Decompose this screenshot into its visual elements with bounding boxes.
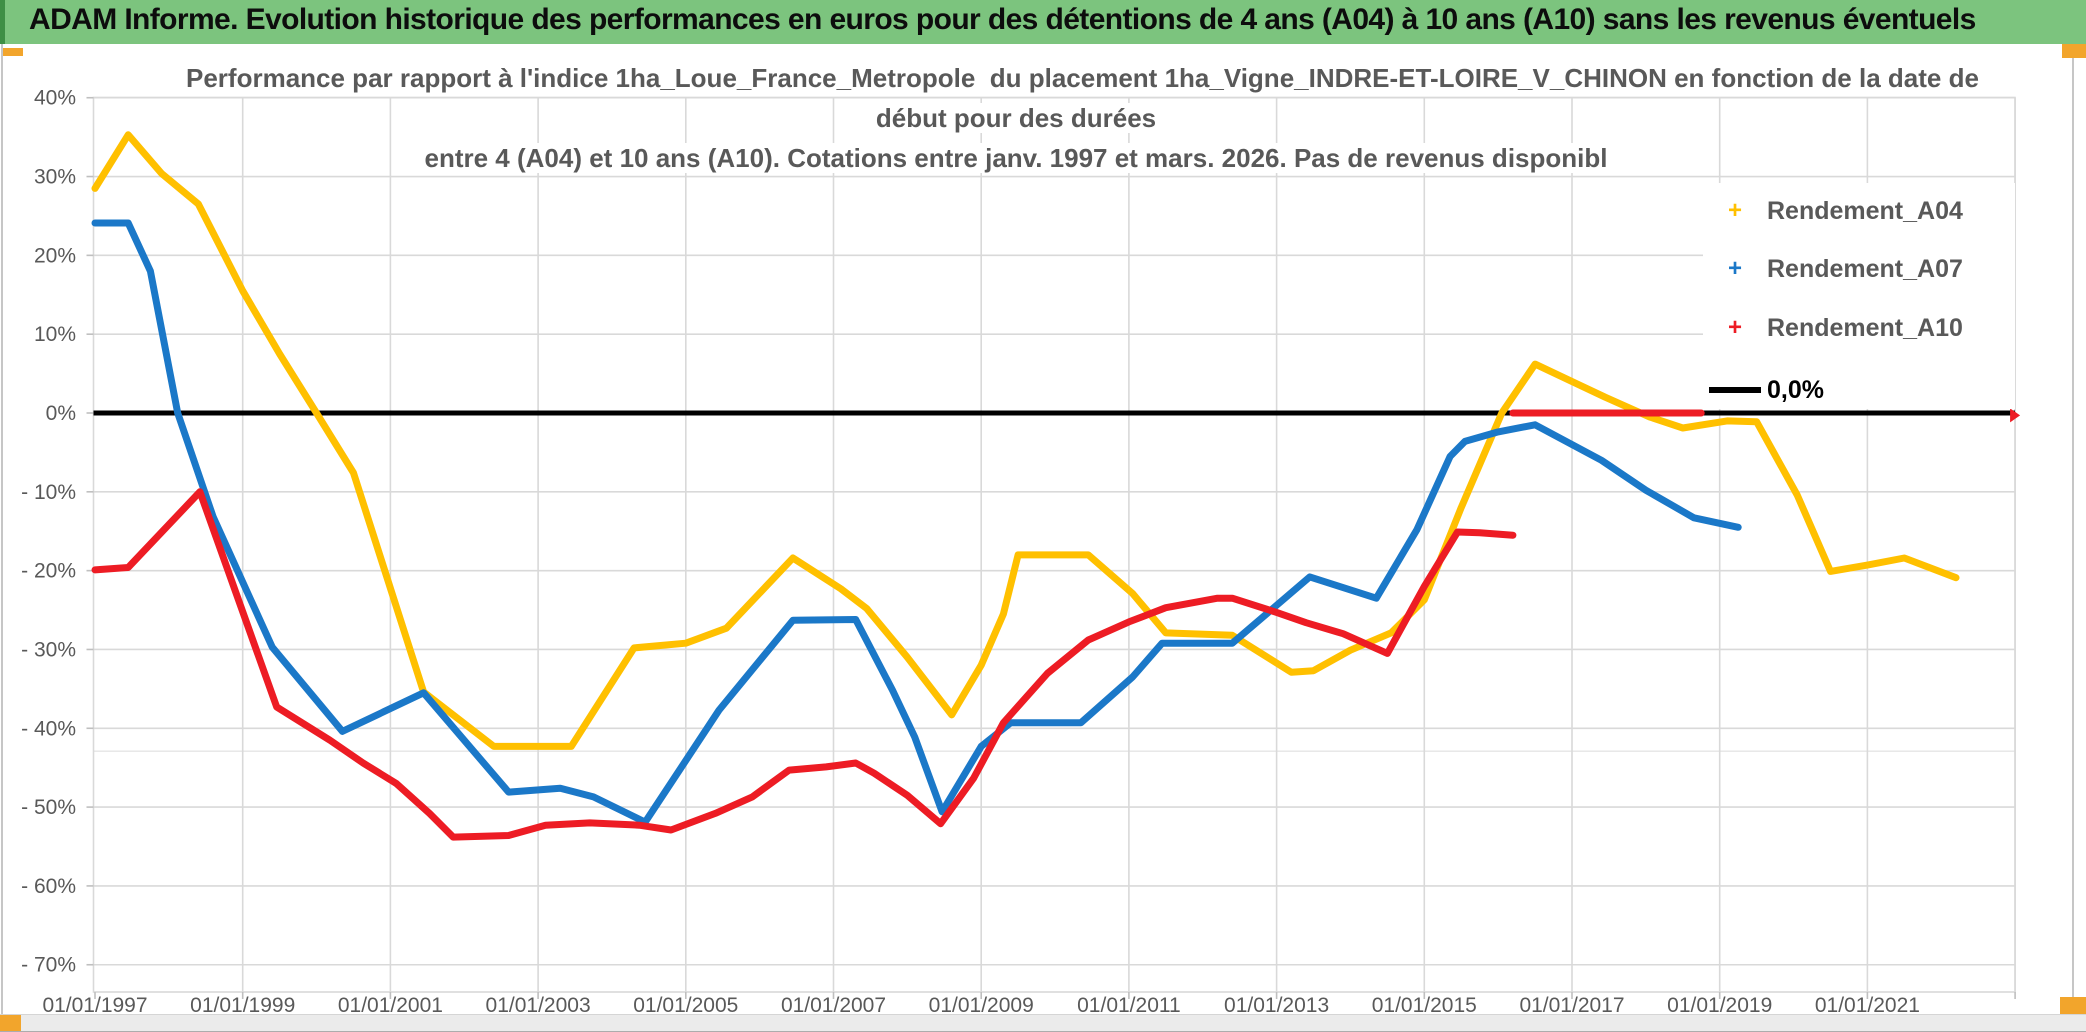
series-Rendement_A10-end-marker (2010, 408, 2021, 423)
series-Rendement_A04 (91, 131, 1960, 750)
legend-item-Rendement_A10[interactable]: + Rendement_A10 (1703, 310, 1963, 346)
bottom-scrollbar-track[interactable] (0, 1014, 2086, 1032)
y-axis-label--10: - 10% (21, 481, 76, 504)
legend-marker-Rendement_A07: + (1727, 255, 1742, 282)
y-axis-label-0: 0% (46, 402, 76, 425)
chart-title-line-3: entre 4 (A04) et 10 ans (A10). Cotations… (418, 143, 1614, 173)
y-axis-label--50: - 50% (21, 796, 76, 819)
right-edge-line (2072, 58, 2074, 1014)
left-edge-line (1, 44, 3, 1031)
y-axis-label--20: - 20% (21, 560, 76, 583)
chart-title-line-1: Performance par rapport à l'indice 1ha_L… (180, 63, 1985, 93)
accent-bottom-right (2060, 997, 2086, 1019)
x-axis-label-2017: 01/01/2017 (1519, 994, 1624, 1017)
x-axis-label-2015: 01/01/2015 (1372, 994, 1477, 1017)
legend-zero-line-swatch (1709, 387, 1761, 393)
x-axis-label-2005: 01/01/2005 (633, 994, 738, 1017)
legend-label-Rendement_A07: Rendement_A07 (1767, 254, 1963, 283)
y-axis-label-30: 30% (34, 166, 76, 189)
legend-item-Rendement_A04[interactable]: + Rendement_A04 (1703, 193, 1963, 229)
series-Rendement_A10 (91, 488, 1517, 841)
x-axis-label-2009: 01/01/2009 (929, 994, 1034, 1017)
x-axis-label-2007: 01/01/2007 (781, 994, 886, 1017)
legend-marker-Rendement_A10: + (1727, 314, 1742, 341)
y-axis-label-20: 20% (34, 244, 76, 267)
series-Rendement_A07 (91, 219, 1742, 826)
x-axis-label-1997: 01/01/1997 (42, 994, 147, 1017)
y-axis-label--40: - 40% (21, 717, 76, 740)
x-axis-label-2021: 01/01/2021 (1815, 994, 1920, 1017)
header-banner: ADAM Informe. Evolution historique des p… (0, 0, 2086, 44)
y-axis-label-10: 10% (34, 323, 76, 346)
legend-label-Rendement_A10: Rendement_A10 (1767, 313, 1963, 342)
x-axis-label-2003: 01/01/2003 (486, 994, 591, 1017)
legend-label-Rendement_A04: Rendement_A04 (1767, 196, 1963, 225)
y-axis-label--30: - 30% (21, 638, 76, 661)
scrollbar-left-accent (0, 1015, 21, 1031)
page-title: ADAM Informe. Evolution historique des p… (29, 3, 1976, 36)
legend-item-Rendement_A07[interactable]: + Rendement_A07 (1703, 251, 1963, 287)
x-axis-label-2011: 01/01/2011 (1077, 994, 1181, 1017)
y-axis-label-40: 40% (34, 87, 76, 110)
chart-legend: + Rendement_A04 + Rendement_A07 + Rendement_A… (1703, 183, 2015, 409)
x-axis-label-2001: 01/01/2001 (338, 994, 443, 1017)
accent-top-left (3, 48, 23, 56)
legend-marker-Rendement_A04: + (1727, 197, 1742, 224)
x-axis-label-2013: 01/01/2013 (1224, 994, 1329, 1017)
legend-label-zero: 0,0% (1767, 375, 1824, 404)
x-axis-label-2019: 01/01/2019 (1667, 994, 1772, 1017)
legend-item-zero-line[interactable]: 0,0% (1703, 372, 1824, 408)
plot-border (92, 96, 2016, 993)
accent-top-right (2062, 44, 2086, 58)
chart-title-line-2: début pour des durées (869, 103, 1163, 133)
y-axis-label--60: - 60% (21, 875, 76, 898)
y-axis-label--70: - 70% (21, 954, 76, 977)
chart-title: Performance par rapport à l'indice 1ha_L… (180, 58, 1985, 178)
x-axis-label-1999: 01/01/1999 (190, 994, 295, 1017)
